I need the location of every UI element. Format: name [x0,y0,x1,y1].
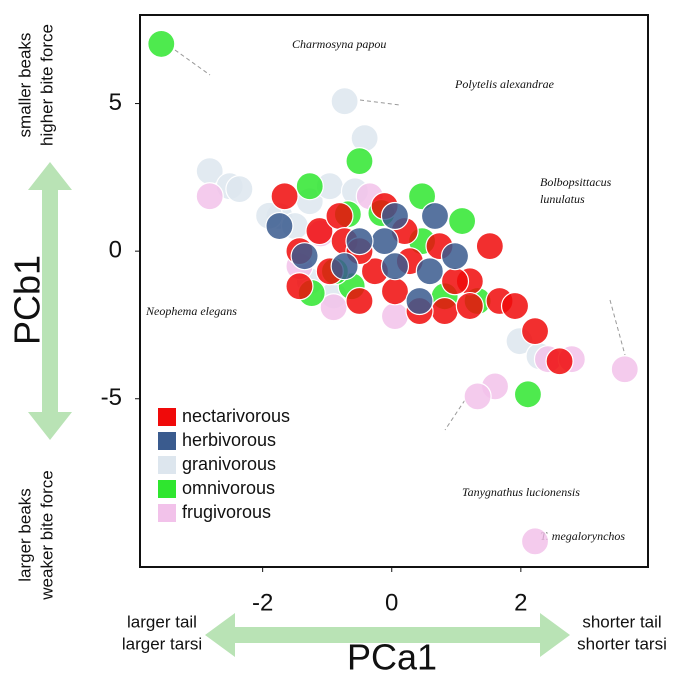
point [430,296,459,326]
series [195,87,554,371]
point [475,232,504,261]
x-tick-label: 2 [514,589,527,616]
legend-swatch [158,504,176,522]
side-note: larger beaks [15,488,34,582]
y-tick-label: 0 [109,236,122,263]
point [500,291,530,321]
x-tick-label: 0 [385,589,398,616]
point [345,227,374,256]
y-arrow [28,162,72,440]
point [380,252,410,281]
annotation: Polytelis alexandrae [454,77,555,91]
point [305,216,334,246]
point [370,227,399,256]
leader [609,299,626,356]
side-note: larger tail [127,612,197,631]
annotation: T. megalorynchos [540,529,625,543]
legend-swatch [158,456,176,474]
x-tick-label: -2 [252,589,273,616]
side-note: larger tarsi [122,634,202,653]
point [345,286,374,316]
y-axis-label: PCb1 [7,255,48,345]
leaders [174,49,626,431]
point [295,172,324,201]
legend-label: granivorous [182,454,276,474]
side-note: higher bite force [37,24,56,146]
series [265,201,470,316]
side-note: shorter tarsi [577,634,667,653]
legend-swatch [158,432,176,450]
side-note: weaker bite force [37,470,56,600]
annotation: Neophema elegans [145,304,237,318]
x-axis-label: PCa1 [347,637,437,678]
legend-swatch [158,480,176,498]
point [520,317,550,346]
point [325,201,354,231]
point [420,201,450,231]
x-arrow [205,613,570,657]
point [330,252,359,281]
leader [174,49,211,76]
point [380,301,410,331]
point [520,527,550,556]
legend-label: omnivorous [182,478,275,498]
point [345,147,374,176]
legend-label: nectarivorous [182,406,290,426]
y-tick-label: -5 [101,384,122,411]
point [440,267,470,296]
y-tick-label: 5 [109,89,122,116]
legend-label: herbivorous [182,430,276,450]
point [513,380,543,409]
side-note: shorter tail [582,612,661,631]
point [463,382,492,411]
point [405,286,434,316]
point [440,242,470,271]
point [350,123,379,153]
arrows [28,162,570,657]
side-note: smaller beaks [15,33,34,138]
legend-label: frugivorous [182,502,271,522]
point [285,272,314,301]
leader [359,99,401,106]
annotation: Tanygnathus lucionensis [462,485,580,499]
point [380,277,410,306]
point [415,257,444,286]
point [447,206,477,236]
leader [444,399,466,431]
point [380,201,410,231]
point [290,242,319,271]
point [265,211,294,241]
point [225,175,254,204]
point [407,182,437,211]
point [195,182,224,211]
plot-frame [139,14,649,568]
point [610,355,639,384]
annotation: Bolbopsittacus [540,175,612,189]
point [545,347,574,376]
point [455,291,484,321]
annotation: lunulatus [540,192,585,206]
point [330,87,359,116]
annotation: Charmosyna papou [292,37,386,51]
point [147,29,176,59]
legend-swatch [158,408,176,426]
point [270,182,299,211]
